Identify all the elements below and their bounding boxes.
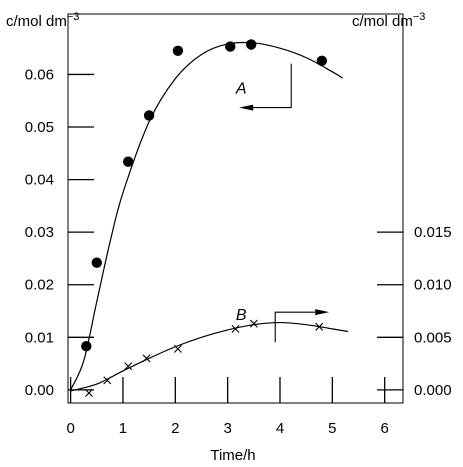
point-series-A [316,55,328,66]
point-series-A [172,45,184,56]
curve-annotations: AB [235,63,330,343]
plot-frame [67,13,404,404]
annotation-label-B: B [236,307,247,324]
point-series-A [122,156,134,167]
y-right-tick-label: 0.010 [414,277,452,294]
left-axis-title: c/mol dm−3 [6,11,79,30]
y-left-tick-label: 0.03 [25,224,54,241]
curve-series-A [70,41,344,391]
annotation-label-A: A [235,81,247,98]
point-series-A [246,39,257,50]
point-series-A [143,110,155,121]
point-series-B [173,344,182,353]
point-series-B [315,322,324,331]
point-series-B [249,319,258,328]
point-series-A [225,41,236,52]
right-axis-title: c/mol dm−3 [352,11,425,30]
point-series-A [91,257,102,268]
annotation-arrow-head-B [315,309,330,316]
point-series-A [81,341,92,352]
y-right-tick-label: 0.015 [414,224,452,241]
y-left-tick-label: 0.05 [25,119,54,136]
annotation-arrow-line-A [253,63,292,109]
y-left-tick-label: 0.00 [25,382,54,399]
tick-labels: 0.00 0.01 0.02 0.03 0.04 0.05 0.06 0.000 0.005 0.… [25,66,452,437]
x-tick-label: 1 [119,420,127,437]
y-right-tick-label: 0.000 [414,382,452,399]
tick-marks [68,73,403,403]
x-tick-label: 0 [66,420,74,437]
annotation-arrow-head-A [239,104,254,111]
y-left-tick-label: 0.02 [25,277,54,294]
y-right-tick-label: 0.005 [414,329,452,346]
point-series-B [84,389,93,398]
point-series-B [231,324,240,333]
y-left-tick-label: 0.06 [25,66,54,83]
y-left-tick-label: 0.01 [25,329,54,346]
x-tick-label: 2 [171,420,179,437]
x-tick-label: 3 [223,420,231,437]
x-tick-label: 4 [276,420,284,437]
annotation-arrow-line-B [274,311,316,343]
x-tick-label: 5 [328,420,336,437]
curve-series-B [70,321,349,392]
point-series-B [124,362,133,371]
point-series-B [142,354,151,363]
y-left-tick-label: 0.04 [25,172,54,189]
data-points [81,39,328,398]
x-axis-title: Time/h [210,447,255,464]
point-series-B [103,376,112,385]
x-tick-label: 6 [381,420,389,437]
fitted-curves [70,41,349,392]
